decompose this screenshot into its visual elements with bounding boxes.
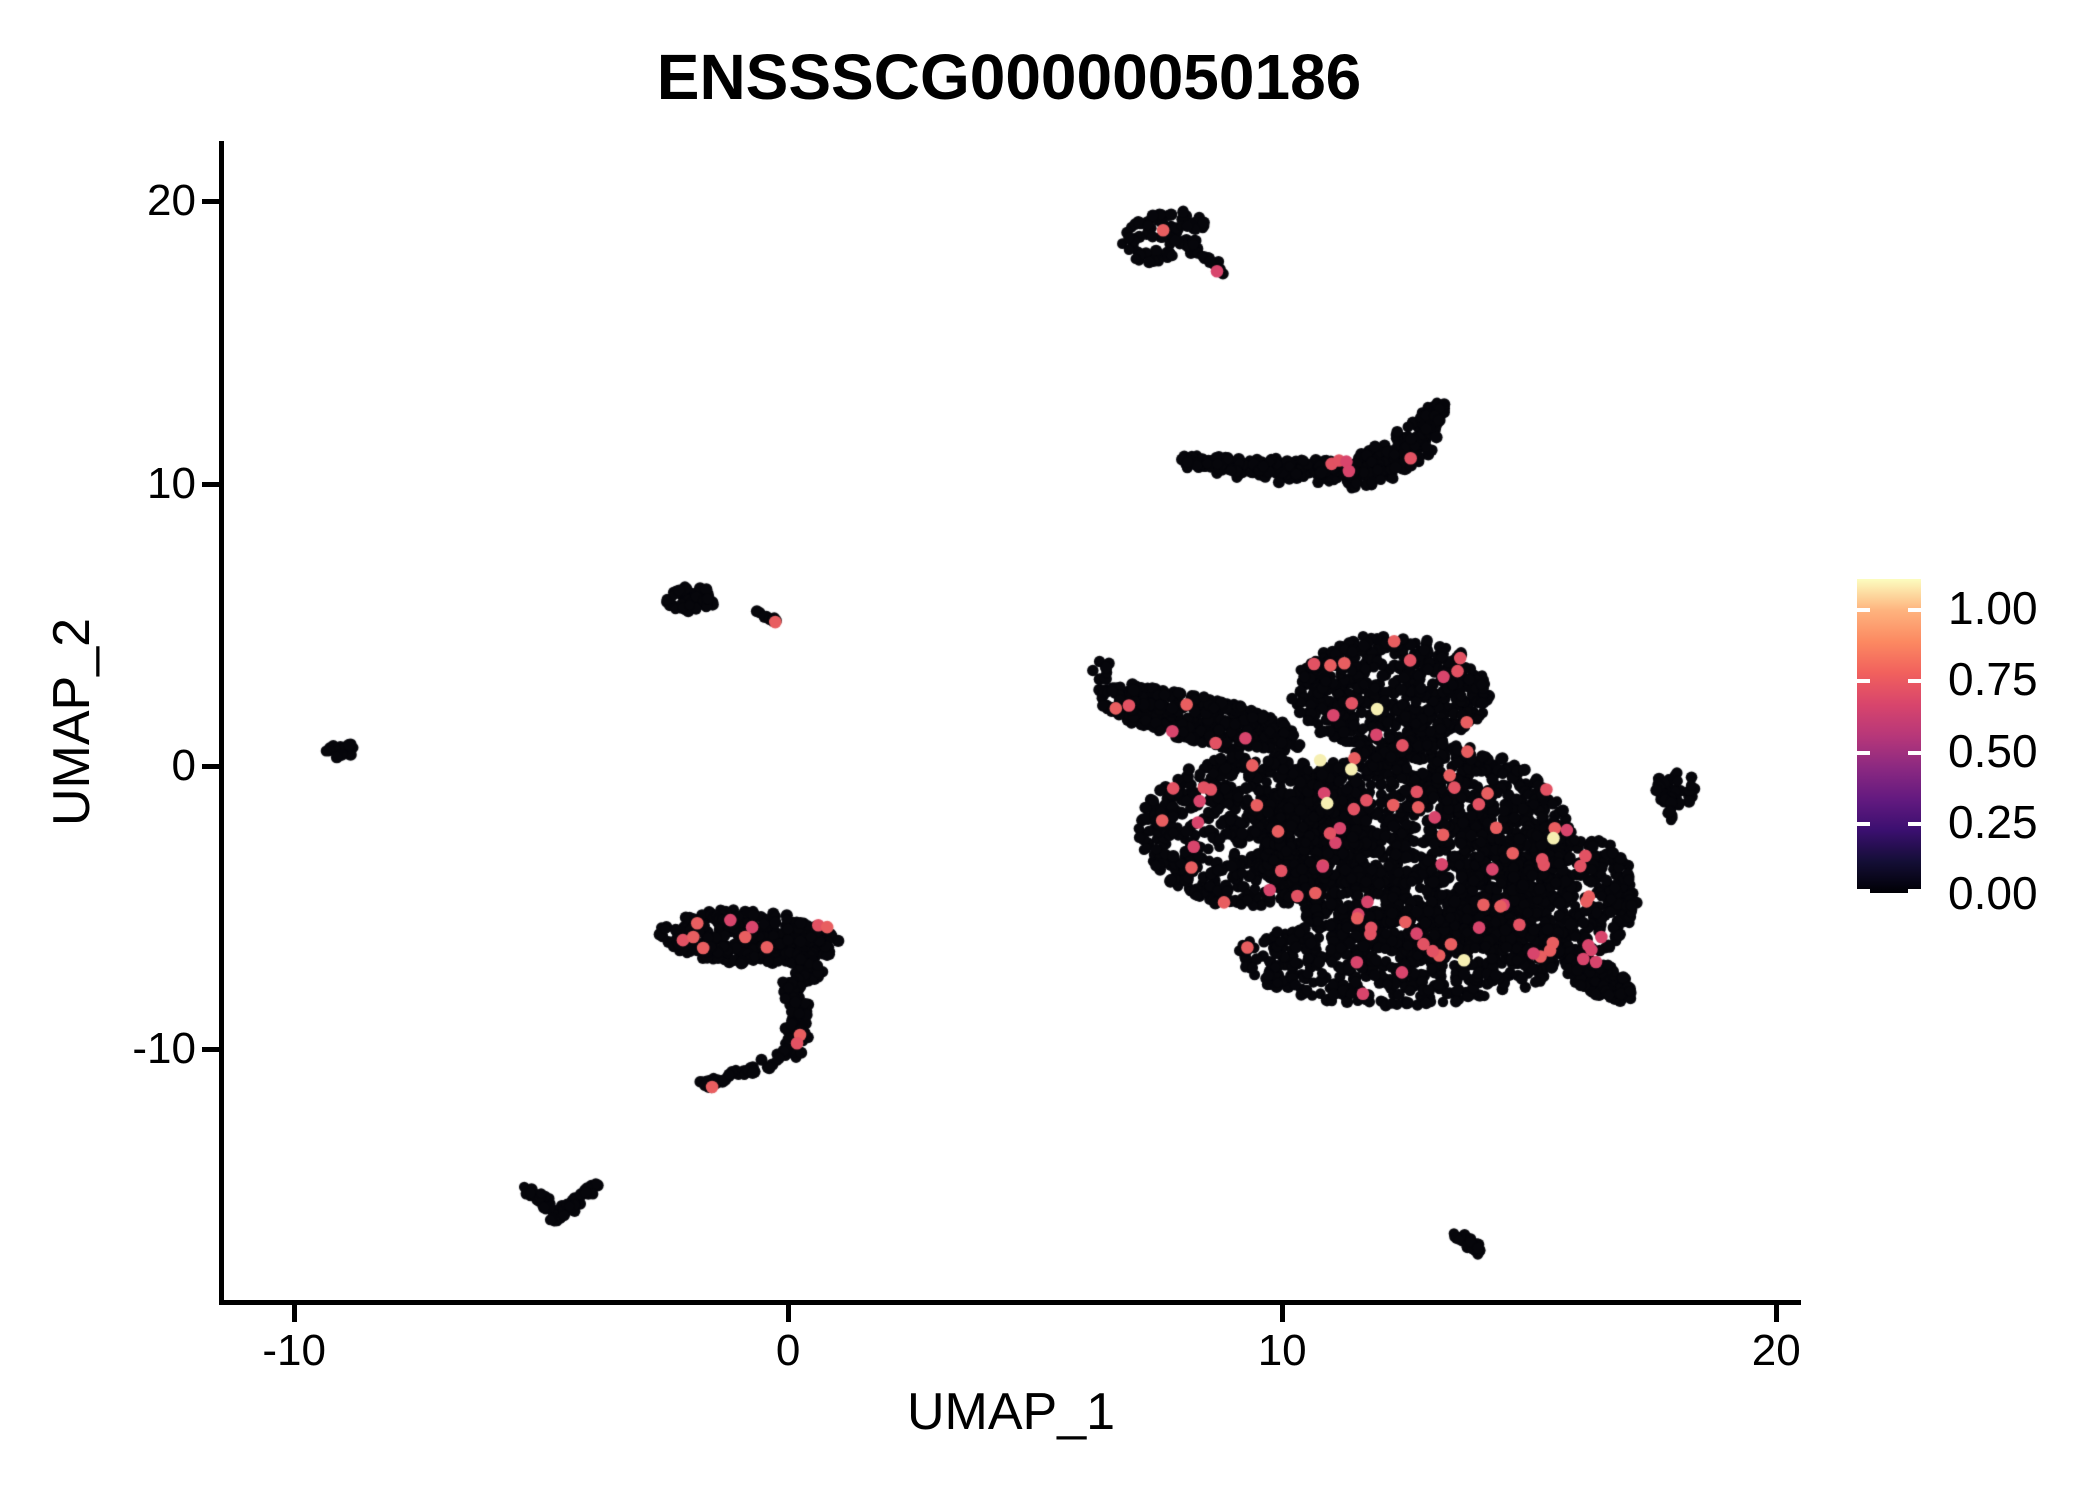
colorbar-tick-mark (1908, 889, 1921, 893)
x-axis-line (219, 1300, 1801, 1305)
colorbar-tick-label: 1.00 (1948, 582, 2038, 635)
expression-colorbar (1857, 579, 1921, 893)
colorbar-tick-mark (1857, 821, 1870, 826)
x-axis-title: UMAP_1 (906, 1383, 1116, 1441)
colorbar-tick-mark (1908, 821, 1921, 826)
colorbar-tick-mark (1857, 679, 1870, 684)
y-tick-mark (202, 764, 219, 770)
colorbar-tick-label: 0.00 (1948, 867, 2038, 919)
x-tick-mark (786, 1305, 792, 1322)
x-tick-mark (1774, 1305, 1780, 1322)
y-tick-mark (202, 199, 219, 205)
colorbar-tick-label: 0.50 (1948, 724, 2038, 777)
x-tick-label: 10 (1257, 1326, 1307, 1375)
y-tick-label: -10 (132, 1023, 196, 1073)
y-tick-mark (202, 481, 219, 487)
y-tick-label: 10 (147, 458, 196, 508)
colorbar-tick-mark (1908, 608, 1921, 613)
colorbar-tick-label: 0.25 (1948, 795, 2038, 848)
x-tick-label: -10 (262, 1326, 326, 1375)
y-axis-line (219, 141, 224, 1305)
y-tick-mark (202, 1046, 219, 1052)
colorbar-tick-mark (1908, 750, 1921, 755)
colorbar-tick-mark (1857, 608, 1870, 613)
plot-title: ENSSSCG00000050186 (656, 41, 1362, 113)
colorbar-tick-mark (1857, 750, 1870, 755)
colorbar-tick-mark (1908, 679, 1921, 684)
x-tick-mark (1280, 1305, 1286, 1322)
colorbar-tick-label: 0.75 (1948, 653, 2038, 706)
x-tick-label: 0 (775, 1326, 801, 1375)
y-tick-label: 0 (171, 741, 196, 791)
colorbar-tick-mark (1857, 889, 1870, 893)
x-tick-mark (292, 1305, 298, 1322)
y-axis-title: UMAP_2 (43, 617, 101, 827)
y-tick-label: 20 (147, 176, 196, 226)
x-tick-label: 20 (1751, 1326, 1801, 1375)
